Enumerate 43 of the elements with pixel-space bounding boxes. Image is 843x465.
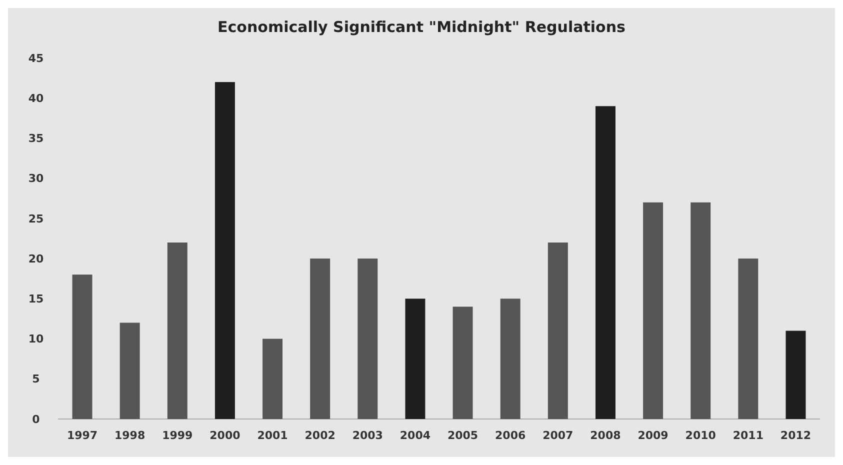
x-tick-label: 2007 xyxy=(542,429,574,442)
x-tick-label: 2004 xyxy=(400,429,431,442)
chart-title: Economically Significant "Midnight" Regulations xyxy=(218,18,626,36)
bar xyxy=(643,202,664,419)
x-tick-label: 1999 xyxy=(162,429,193,442)
bar xyxy=(167,242,188,419)
x-tick-label: 2009 xyxy=(638,429,668,442)
y-tick-label: 45 xyxy=(28,52,44,65)
y-tick-label: 0 xyxy=(32,412,40,426)
y-tick-label: 25 xyxy=(28,212,44,226)
bar xyxy=(358,258,378,419)
bar xyxy=(310,258,330,419)
x-tick-label: 2006 xyxy=(495,429,526,442)
x-tick-label: 1998 xyxy=(114,429,146,442)
x-tick-label: 2001 xyxy=(257,429,288,442)
y-tick-label: 15 xyxy=(28,292,44,306)
x-tick-label: 2011 xyxy=(732,429,764,442)
y-tick-label: 10 xyxy=(28,332,44,346)
bar xyxy=(452,306,473,419)
y-tick-label: 5 xyxy=(32,372,40,386)
bar xyxy=(120,322,140,419)
bar xyxy=(72,274,92,419)
x-tick-label: 2010 xyxy=(685,429,716,442)
x-tick-label: 2008 xyxy=(590,429,621,442)
bar xyxy=(500,298,520,419)
x-tick-label: 1997 xyxy=(66,429,98,442)
bar xyxy=(548,242,568,419)
x-tick-label: 2005 xyxy=(447,429,478,442)
bar xyxy=(405,298,426,419)
bar xyxy=(595,106,616,419)
bar xyxy=(786,330,806,419)
x-tick-label: 2000 xyxy=(210,429,241,442)
y-tick-label: 20 xyxy=(28,252,44,266)
y-tick-label: 30 xyxy=(28,172,44,186)
y-tick-label: 35 xyxy=(28,132,44,146)
y-tick-label: 40 xyxy=(28,92,44,105)
x-tick-label: 2002 xyxy=(304,429,336,442)
x-tick-label: 2012 xyxy=(780,429,812,442)
x-tick-label: 2003 xyxy=(352,429,383,442)
bar xyxy=(214,82,235,419)
bar xyxy=(738,258,758,419)
bar xyxy=(690,202,711,419)
bar xyxy=(262,338,283,419)
